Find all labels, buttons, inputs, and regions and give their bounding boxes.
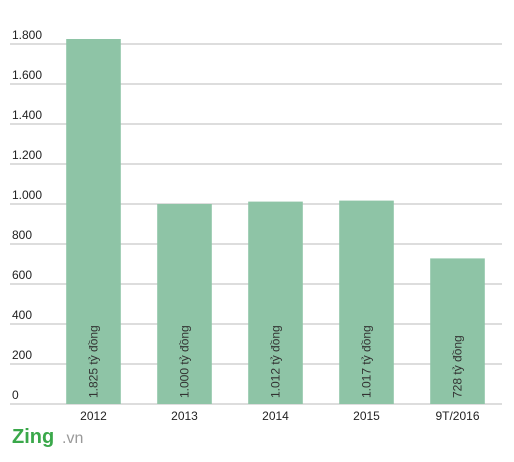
- y-tick-label: 800: [12, 228, 32, 242]
- y-tick-label: 1.400: [12, 108, 42, 122]
- y-tick-label: 1.200: [12, 148, 42, 162]
- y-tick-label: 0: [12, 388, 19, 402]
- y-tick-label: 1.000: [12, 188, 42, 202]
- x-tick-label: 9T/2016: [435, 409, 479, 423]
- bar: [66, 39, 121, 404]
- logo-suffix: .vn: [62, 430, 83, 447]
- value-label: 1.017 tỷ đồng: [360, 325, 374, 398]
- bar: [157, 204, 212, 404]
- value-label: 1.012 tỷ đồng: [269, 325, 283, 398]
- y-tick-label: 1.800: [12, 28, 42, 42]
- x-tick-label: 2013: [171, 409, 198, 423]
- bar: [339, 200, 394, 404]
- y-tick-label: 600: [12, 268, 32, 282]
- value-label: 1.000 tỷ đồng: [178, 325, 192, 398]
- y-tick-label: 400: [12, 308, 32, 322]
- logo-brand: Zing: [12, 426, 54, 448]
- y-tick-label: 1.600: [12, 68, 42, 82]
- y-tick-label: 200: [12, 348, 32, 362]
- value-label: 728 tỷ đồng: [451, 335, 465, 398]
- x-tick-label: 2012: [80, 409, 107, 423]
- x-tick-label: 2015: [353, 409, 380, 423]
- bar: [430, 258, 485, 404]
- x-tick-label: 2014: [262, 409, 289, 423]
- value-label: 1.825 tỷ đồng: [87, 325, 101, 398]
- bar: [248, 201, 303, 404]
